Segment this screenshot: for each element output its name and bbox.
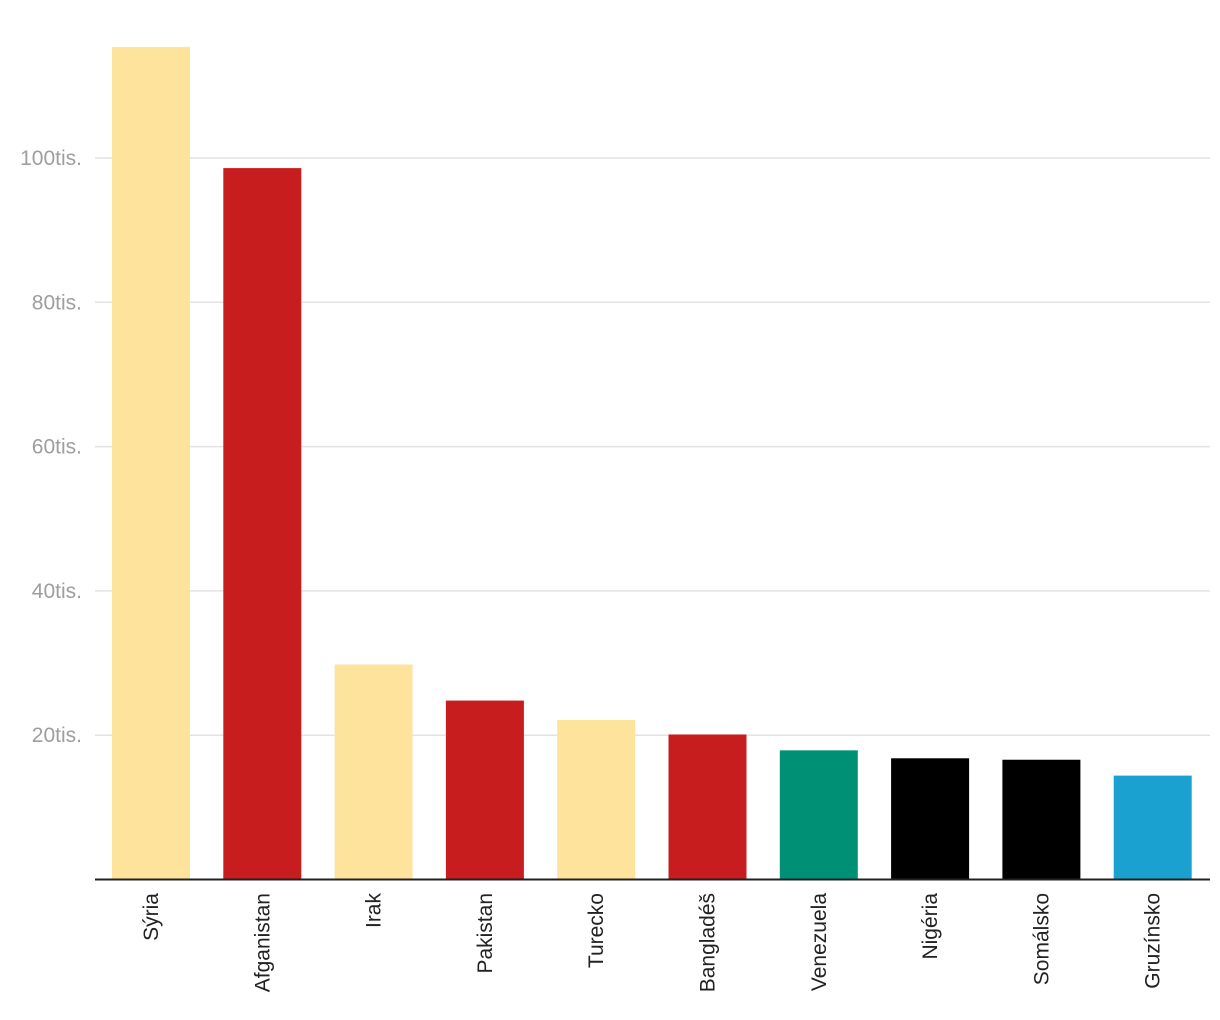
y-tick-label: 100tis. — [20, 147, 82, 170]
bar — [445, 700, 524, 880]
x-tick-label: Bangladéš — [697, 893, 720, 992]
bars — [112, 46, 1192, 880]
y-tick-label: 60tis. — [32, 436, 82, 459]
x-tick-label: Venezuela — [808, 893, 831, 991]
bar — [334, 664, 413, 880]
x-tick-label: Somálsko — [1030, 893, 1053, 985]
x-tick-label: Nigéria — [919, 893, 942, 960]
bar — [1002, 759, 1081, 880]
bar — [112, 46, 190, 880]
y-tick-label: 80tis. — [32, 291, 82, 314]
x-tick-label: Turecko — [585, 893, 608, 968]
bar — [668, 734, 747, 880]
bar — [223, 168, 302, 880]
x-tick-label: Irak — [363, 893, 386, 929]
x-tick-label: Pakistan — [474, 893, 497, 974]
x-tick-label: Gruzínsko — [1142, 893, 1165, 989]
x-axis-labels: Sýria Afganistan Irak Pakistan Turecko Bangla… — [140, 893, 1165, 993]
bar — [1113, 775, 1192, 880]
bar — [779, 750, 858, 880]
y-tick-label: 20tis. — [32, 724, 82, 747]
bar — [891, 758, 970, 880]
y-axis-ticks: 20tis. 40tis. 60tis. 80tis. 100tis. — [20, 147, 82, 747]
x-tick-label: Afganistan — [251, 893, 274, 992]
y-tick-label: 40tis. — [32, 580, 82, 603]
bar — [557, 720, 636, 880]
x-tick-label: Sýria — [140, 893, 163, 941]
